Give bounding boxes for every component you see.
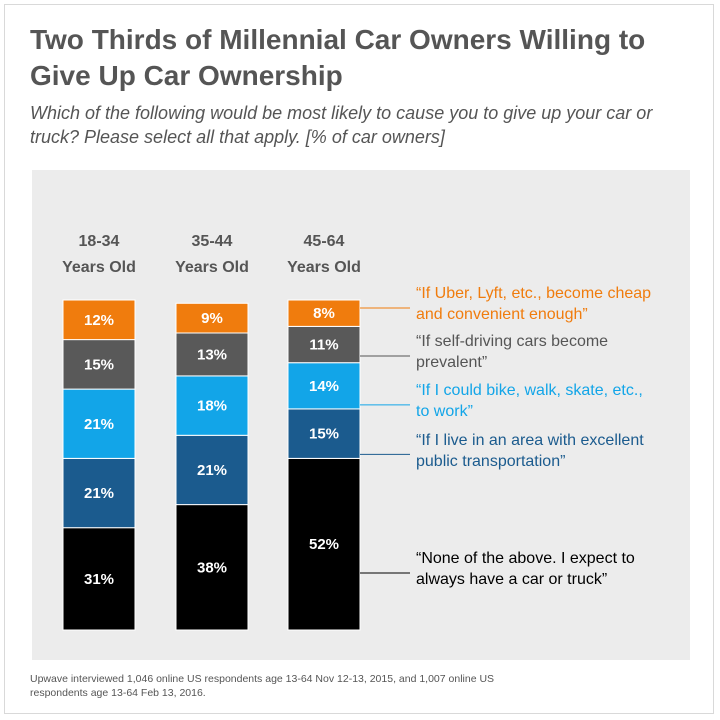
bar-segment <box>62 457 136 529</box>
legend-label: to work” <box>416 403 473 420</box>
bar-segment <box>175 332 249 377</box>
data-label: 13% <box>197 346 227 363</box>
data-label: 38% <box>197 559 227 576</box>
legend-label: “If self-driving cars become <box>416 333 608 350</box>
category-label: 18-34 <box>79 233 120 250</box>
legend-label: “If I could bike, walk, skate, etc., <box>416 382 643 399</box>
data-label: 21% <box>84 485 114 502</box>
chart-frame <box>4 4 714 714</box>
category-label: 35-44 <box>192 233 233 250</box>
legend-label: public transportation” <box>416 453 565 470</box>
data-label: 11% <box>309 337 338 354</box>
bar-segment <box>175 434 249 506</box>
data-label: 21% <box>84 416 114 433</box>
data-label: 12% <box>84 312 114 329</box>
bar-segment <box>287 362 361 410</box>
bar-segment <box>287 325 361 364</box>
bar-segment <box>175 302 249 334</box>
data-label: 31% <box>84 571 114 588</box>
legend-label: always have a car or truck” <box>416 571 607 588</box>
chart-title: Two Thirds of Millennial Car Owners Will… <box>30 24 646 91</box>
bar-segment <box>287 299 361 327</box>
data-label: 8% <box>313 305 335 322</box>
bar-segment <box>62 299 136 341</box>
bar-segment <box>175 504 249 631</box>
stacked-bar-chart: 18-34 Years Old 35-44 Years Old 45-64 Years O… <box>62 233 651 631</box>
footnote: Upwave interviewed 1,046 online US respo… <box>30 673 495 699</box>
data-label: 18% <box>197 398 227 415</box>
bar-segment <box>287 457 361 631</box>
data-label: 52% <box>309 536 339 553</box>
data-label: 15% <box>84 356 114 373</box>
category-label: Years Old <box>287 259 361 276</box>
category-label: Years Old <box>62 259 136 276</box>
legend-label: and convenient enough” <box>416 306 588 323</box>
data-label: 14% <box>309 378 339 395</box>
chart-panel: 18-34 Years Old 35-44 Years Old 45-64 Years O… <box>32 170 690 660</box>
category-label: 45-64 <box>304 233 345 250</box>
legend-label: “None of the above. I expect to <box>416 550 635 567</box>
bar-segment <box>287 408 361 459</box>
legend-label: prevalent” <box>416 354 487 371</box>
data-label: 21% <box>197 462 227 479</box>
legend-label: “If I live in an area with excellent <box>416 432 644 449</box>
category-label: Years Old <box>175 259 249 276</box>
bar-segment <box>175 375 249 436</box>
chart-subtitle: Which of the following would be most lik… <box>30 103 653 147</box>
bar-segment <box>62 339 136 390</box>
data-label: 9% <box>201 310 223 327</box>
data-label: 15% <box>309 426 339 443</box>
legend-label: “If Uber, Lyft, etc., become cheap <box>416 285 651 302</box>
